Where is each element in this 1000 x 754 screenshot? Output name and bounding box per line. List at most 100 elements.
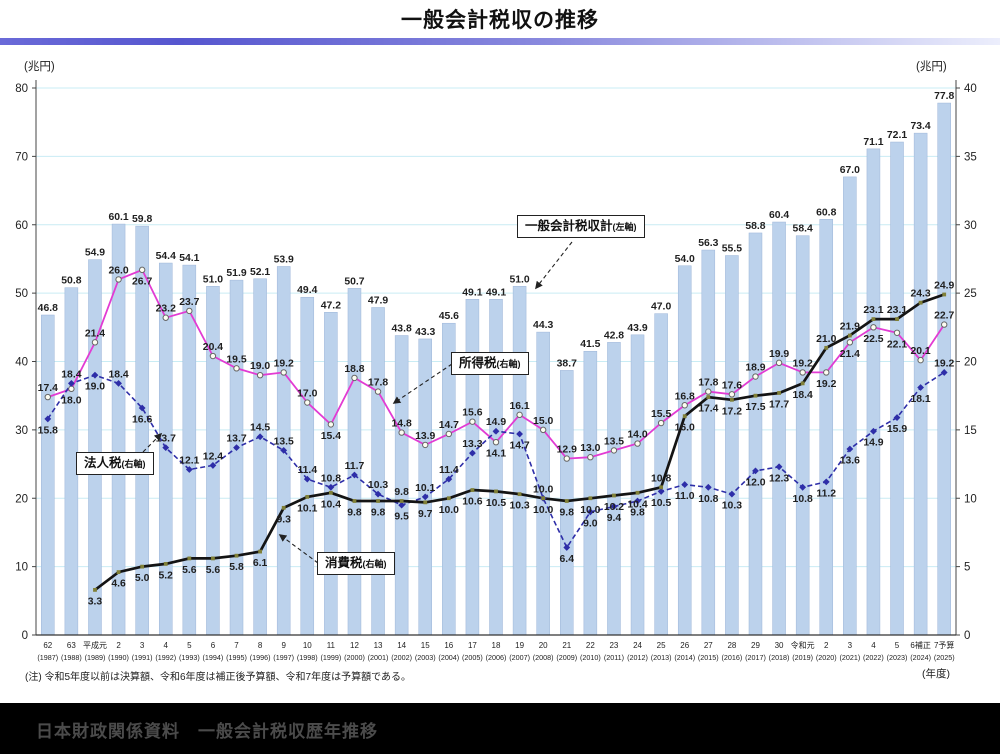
svg-text:18.4: 18.4 [793,390,813,401]
svg-text:43.8: 43.8 [392,324,412,335]
svg-text:73.4: 73.4 [910,121,930,132]
svg-text:9.8: 9.8 [371,507,386,518]
svg-text:59.8: 59.8 [132,214,152,225]
svg-text:70: 70 [15,151,28,163]
svg-text:14: 14 [397,641,406,650]
svg-text:17.4: 17.4 [698,404,718,415]
svg-text:43.9: 43.9 [627,323,647,334]
svg-text:5.8: 5.8 [229,562,244,573]
svg-text:42.8: 42.8 [604,330,624,341]
svg-text:(2007): (2007) [509,653,530,662]
svg-text:7: 7 [234,641,239,650]
svg-text:17.6: 17.6 [722,380,742,391]
svg-text:(2019): (2019) [792,653,813,662]
svg-text:12.4: 12.4 [203,451,223,462]
svg-text:10.6: 10.6 [462,497,482,508]
svg-text:51.0: 51.0 [509,274,529,285]
svg-text:22.5: 22.5 [863,334,883,345]
svg-text:(2010): (2010) [580,653,601,662]
svg-text:17.4: 17.4 [38,383,58,394]
svg-text:(2023): (2023) [887,653,908,662]
svg-text:52.1: 52.1 [250,267,270,278]
svg-text:54.9: 54.9 [85,248,105,259]
svg-text:14.7: 14.7 [439,420,459,431]
svg-text:23.1: 23.1 [887,305,907,316]
svg-text:(1991): (1991) [132,653,153,662]
x-axis-unit-label: (年度) [922,668,950,680]
svg-text:(兆円): (兆円) [24,60,55,73]
svg-text:5.6: 5.6 [182,565,197,576]
svg-text:(1990): (1990) [108,653,129,662]
svg-text:5: 5 [964,562,970,574]
svg-text:13.3: 13.3 [462,439,482,450]
callout-corporate-tax: 法人税(右軸) [76,452,154,476]
svg-text:25: 25 [657,641,666,650]
svg-text:15.8: 15.8 [38,425,58,436]
svg-text:50.7: 50.7 [344,276,364,287]
svg-text:13.9: 13.9 [415,431,435,442]
svg-text:25: 25 [964,288,977,300]
svg-text:10.4: 10.4 [321,499,341,510]
callout-corporate-tax-axis: (右軸) [121,459,146,469]
svg-text:77.8: 77.8 [934,91,954,102]
svg-text:9: 9 [281,641,286,650]
tax-revenue-chart: 46.850.854.960.1 59.854.4 54.151.051.9 52.1… [15,60,977,662]
svg-text:15.9: 15.9 [887,424,907,435]
svg-text:6.1: 6.1 [253,558,268,569]
svg-text:41.5: 41.5 [580,339,600,350]
svg-text:(1998): (1998) [297,653,318,662]
svg-text:10.0: 10.0 [533,484,553,495]
svg-text:10: 10 [15,562,28,574]
svg-text:14.7: 14.7 [509,440,529,451]
svg-text:(兆円): (兆円) [916,60,947,73]
svg-text:(2014): (2014) [674,653,695,662]
svg-text:21.9: 21.9 [840,322,860,333]
callout-consumption-tax-label: 消費税 [325,556,363,570]
svg-text:26.0: 26.0 [108,265,128,276]
svg-text:13.7: 13.7 [226,434,246,445]
svg-text:47.0: 47.0 [651,302,671,313]
svg-text:(1988): (1988) [61,653,82,662]
svg-text:55.5: 55.5 [722,244,742,255]
svg-text:9.4: 9.4 [607,513,622,524]
svg-text:(2009): (2009) [556,653,577,662]
svg-text:15.4: 15.4 [321,431,341,442]
svg-text:9.8: 9.8 [347,507,362,518]
svg-text:19.2: 19.2 [816,379,836,390]
svg-text:63: 63 [67,641,76,650]
svg-text:17: 17 [468,641,477,650]
svg-text:12.1: 12.1 [179,456,199,467]
svg-text:10: 10 [303,641,312,650]
svg-text:60.4: 60.4 [769,210,789,221]
svg-text:(2016): (2016) [722,653,743,662]
svg-text:19.2: 19.2 [274,358,294,369]
svg-text:(2025): (2025) [934,653,955,662]
svg-text:(2008): (2008) [533,653,554,662]
svg-text:12.0: 12.0 [745,477,765,488]
svg-text:6: 6 [211,641,216,650]
svg-text:18.4: 18.4 [108,369,128,380]
svg-text:30: 30 [15,425,28,437]
svg-text:22: 22 [586,641,595,650]
svg-text:0: 0 [22,630,28,642]
svg-text:2: 2 [824,641,829,650]
svg-text:46.8: 46.8 [38,303,58,314]
svg-text:9.8: 9.8 [394,487,409,498]
svg-text:56.3: 56.3 [698,238,718,249]
svg-text:8: 8 [258,641,263,650]
svg-text:11.2: 11.2 [816,488,836,499]
svg-text:12.3: 12.3 [769,473,789,484]
svg-text:16.8: 16.8 [675,391,695,402]
svg-text:62: 62 [43,641,52,650]
svg-text:49.1: 49.1 [486,287,506,298]
svg-text:23.7: 23.7 [179,297,199,308]
svg-text:47.2: 47.2 [321,300,341,311]
svg-text:9.8: 9.8 [630,507,645,518]
svg-text:(2000): (2000) [344,653,365,662]
svg-text:(2018): (2018) [769,653,790,662]
callout-consumption-tax: 消費税(右軸) [317,552,395,576]
svg-text:24.9: 24.9 [934,280,954,291]
svg-text:19.2: 19.2 [793,358,813,369]
svg-text:49.1: 49.1 [462,287,482,298]
svg-text:15.6: 15.6 [462,408,482,419]
